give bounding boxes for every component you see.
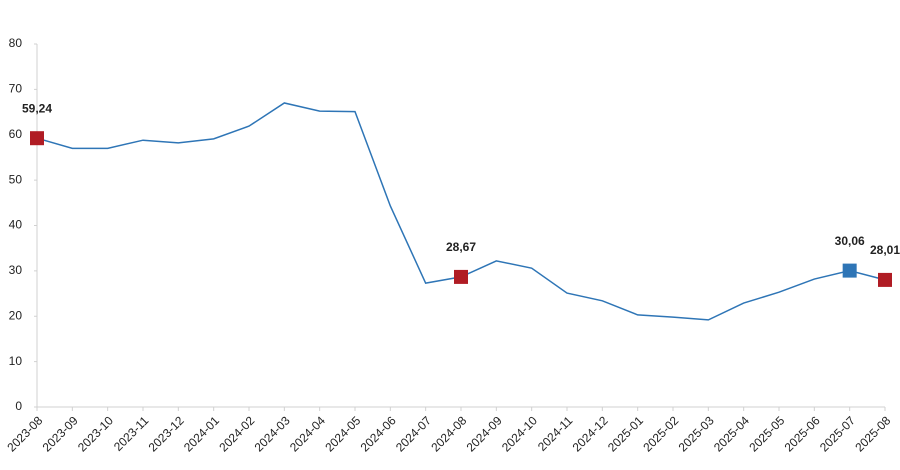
- x-tick-label: 2023-10: [75, 413, 116, 454]
- x-tick-label: 2025-01: [605, 413, 646, 454]
- x-tick-label: 2024-10: [499, 413, 540, 454]
- y-tick-label: 80: [9, 36, 23, 50]
- marker: [454, 269, 468, 284]
- x-tick-label: 2025-02: [640, 413, 681, 454]
- value-label: 28,67: [446, 240, 476, 254]
- x-tick-label: 2025-08: [852, 413, 893, 454]
- x-tick-label: 2025-04: [711, 413, 752, 454]
- x-tick-label: 2024-12: [570, 413, 611, 454]
- y-tick-label: 30: [9, 263, 23, 277]
- y-tick-label: 70: [9, 82, 23, 96]
- y-tick-label: 20: [9, 308, 23, 322]
- x-tick-label: 2025-05: [746, 413, 787, 454]
- y-tick-label: 60: [9, 127, 23, 141]
- marker: [878, 272, 892, 287]
- x-tick-label: 2024-09: [464, 413, 505, 454]
- line: [36, 102, 886, 321]
- value-label: 59,24: [22, 101, 52, 115]
- marker: [842, 263, 857, 278]
- x-tick-label: 2024-04: [287, 413, 328, 454]
- x-tick-label: 2025-06: [782, 413, 823, 454]
- x-tick-label: 2024-08: [428, 413, 469, 454]
- y-tick-label: 40: [9, 218, 23, 232]
- value-label: 28,01: [870, 243, 900, 257]
- x-tick-label: 2023-11: [111, 413, 152, 454]
- x-tick-label: 2023-09: [40, 413, 81, 454]
- x-tick-label: 2025-03: [676, 413, 717, 454]
- y-tick-label: 10: [9, 354, 23, 368]
- x-tick-label: 2024-03: [252, 413, 293, 454]
- value-label: 30,06: [835, 234, 865, 248]
- x-tick-label: 2023-12: [146, 413, 187, 454]
- x-tick-label: 2024-07: [393, 413, 434, 454]
- x-tick-label: 2023-08: [4, 413, 45, 454]
- x-tick-label: 2024-06: [358, 413, 399, 454]
- x-tick-label: 2024-05: [322, 413, 363, 454]
- x-tick-label: 2024-01: [181, 413, 222, 454]
- y-tick-label: 0: [15, 399, 22, 413]
- x-tick-label: 2025-07: [817, 413, 858, 454]
- y-tick-label: 50: [9, 172, 23, 186]
- marker: [30, 131, 44, 146]
- x-tick-label: 2024-02: [216, 413, 257, 454]
- x-tick-label: 2024-11: [535, 413, 576, 454]
